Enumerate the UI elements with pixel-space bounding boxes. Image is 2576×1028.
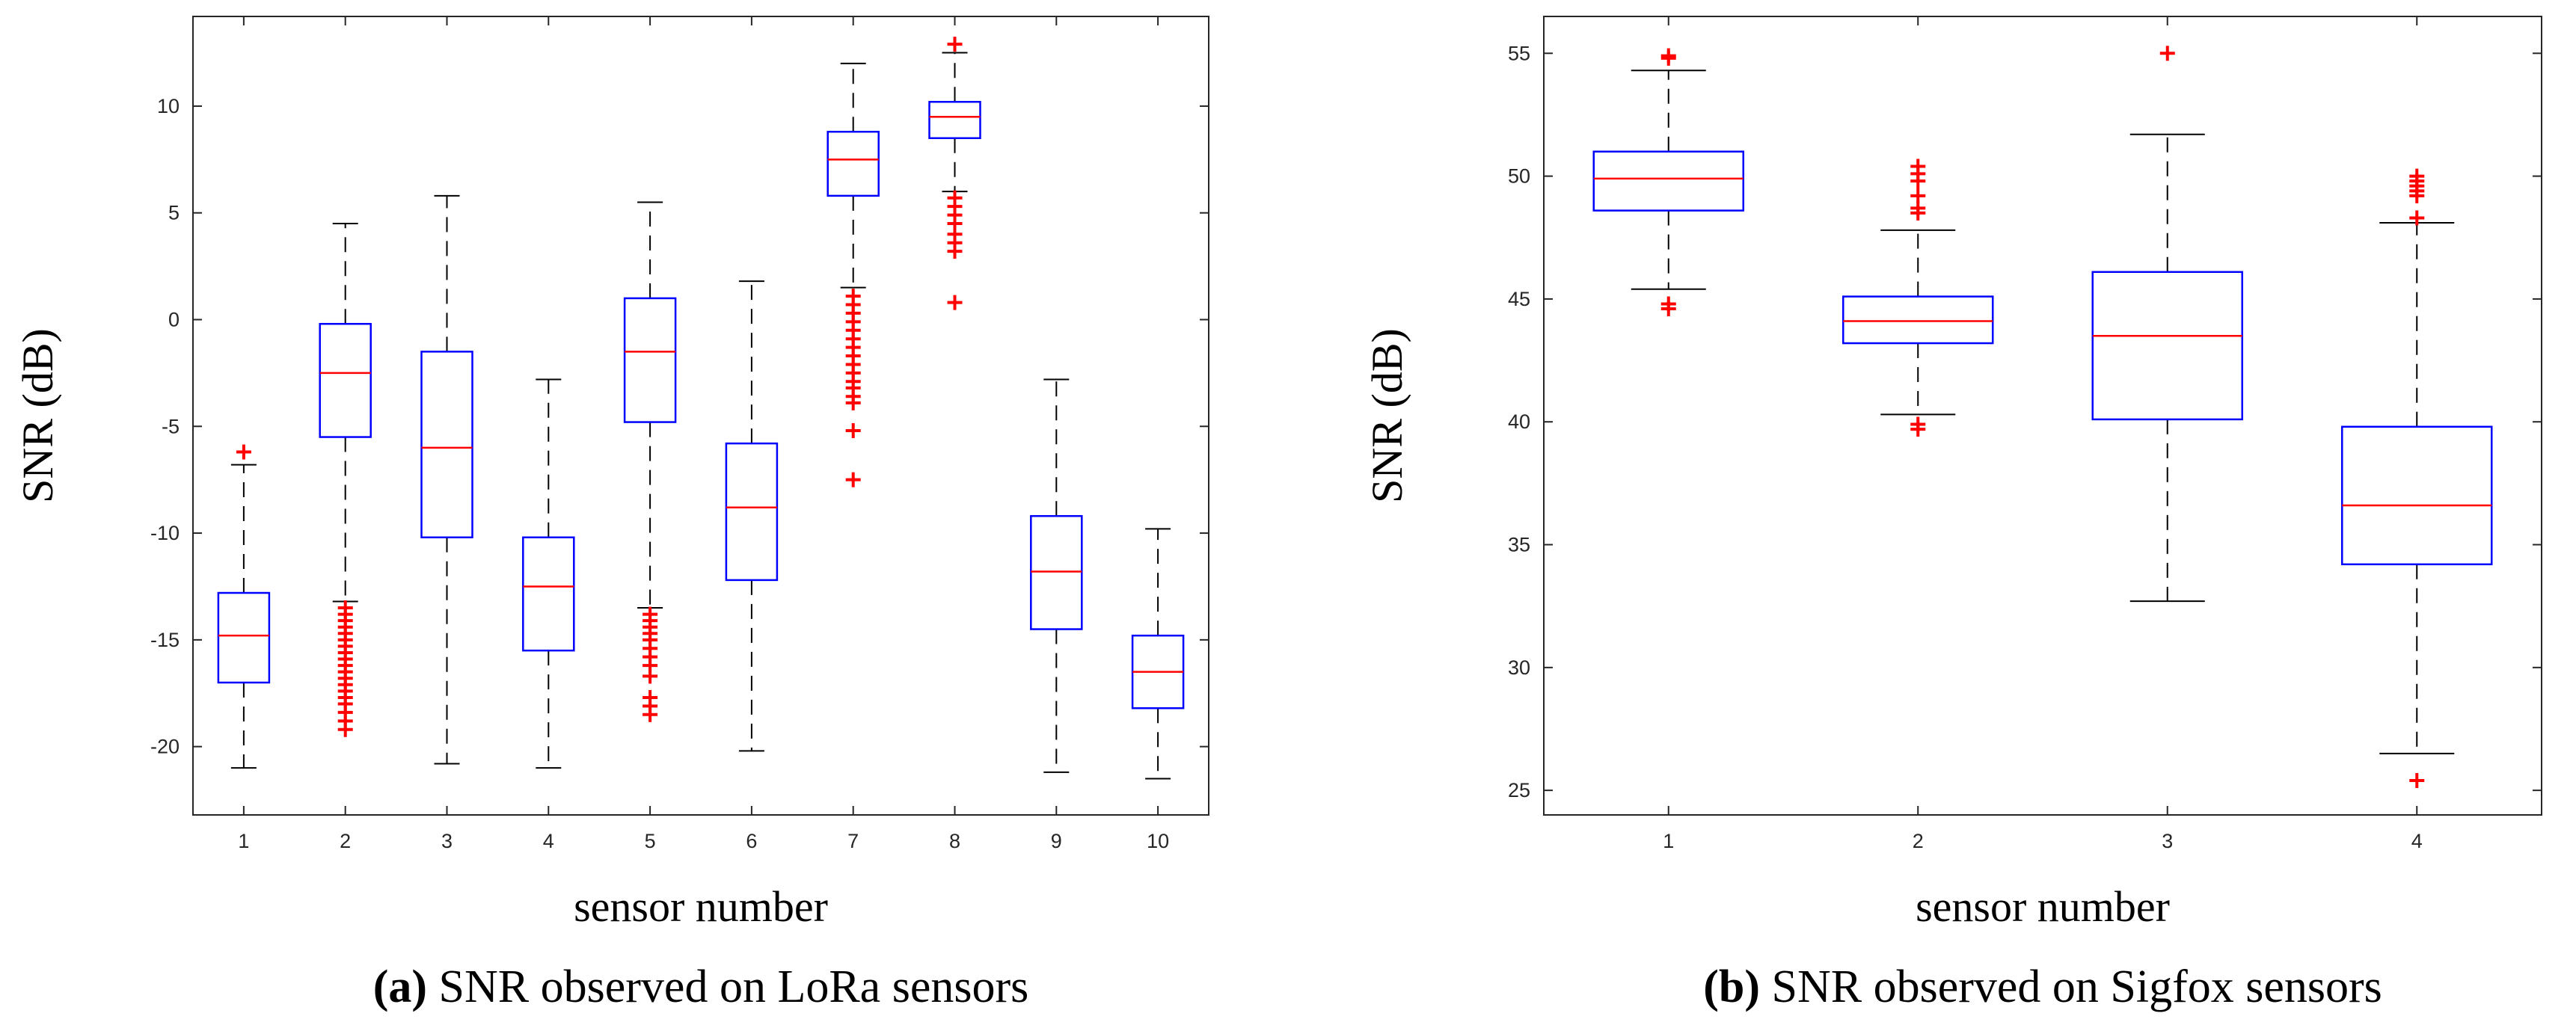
outlier-marker	[1910, 422, 1926, 437]
sensor-2-box-group	[319, 222, 372, 737]
y-tick-label: -5	[162, 415, 180, 437]
sensor-8-box-group	[928, 37, 981, 310]
outlier-marker	[1660, 301, 1676, 317]
iqr-box	[623, 297, 677, 423]
x-tick-label: 4	[543, 830, 554, 852]
iqr-box	[2091, 271, 2243, 421]
sensor-1-box-group	[217, 444, 271, 769]
sensor-4-box-group	[2341, 168, 2493, 788]
outlier-marker	[947, 37, 963, 52]
x-tick-label: 3	[2162, 830, 2173, 852]
x-tick-label: 9	[1051, 830, 1062, 852]
x-tick-label: 4	[2411, 830, 2423, 852]
outlier-marker	[2409, 168, 2425, 184]
iqr-box	[725, 442, 779, 582]
lora-boxplot-panel: -20 -15 -10 -5 0 5 10 1 2 3 4 5 6 7 8 9 10 SNR (dB) sensor…	[13, 16, 1209, 1012]
sensor-3-box-group	[2091, 46, 2243, 603]
outlier-marker	[643, 707, 658, 722]
iqr-box	[522, 536, 575, 652]
sensor-9-box-group	[1030, 378, 1083, 773]
outlier-marker	[2409, 772, 2425, 788]
outlier-marker	[2409, 210, 2425, 226]
outlier-marker	[1660, 48, 1676, 64]
y-tick-label: 25	[1508, 779, 1530, 801]
x-axis-label: sensor number	[1916, 882, 2170, 931]
x-tick-label: 5	[645, 830, 656, 852]
outlier-marker	[337, 721, 353, 737]
y-tick-label: -10	[150, 522, 180, 544]
iqr-box	[2341, 425, 2493, 566]
x-tick-label: 2	[1913, 830, 1924, 852]
iqr-box	[1030, 514, 1083, 630]
caption-tag: (b)	[1703, 961, 1760, 1012]
caption-text: SNR observed on LoRa sensors	[427, 961, 1028, 1012]
y-tick-label: -20	[150, 736, 180, 758]
x-tick-label: 6	[746, 830, 757, 852]
y-tick-label: 45	[1508, 288, 1530, 310]
x-tick-label: 3	[441, 830, 453, 852]
figure-caption: (b) SNR observed on Sigfox sensors	[1703, 961, 2382, 1012]
outlier-marker	[845, 422, 861, 438]
x-tick-label: 10	[1147, 830, 1169, 852]
y-tick-label: 35	[1508, 534, 1530, 556]
y-tick-label: 40	[1508, 410, 1530, 433]
sensor-1-box-group	[1592, 48, 1744, 317]
x-tick-label: 1	[238, 830, 249, 852]
iqr-box	[1842, 295, 1994, 345]
figure-caption: (a) SNR observed on LoRa sensors	[373, 961, 1029, 1012]
y-tick-label: 10	[157, 95, 180, 117]
outlier-marker	[947, 244, 963, 259]
caption-text: SNR observed on Sigfox sensors	[1760, 961, 2382, 1012]
sensor-3-box-group	[420, 194, 473, 765]
caption-tag: (a)	[373, 961, 427, 1012]
outlier-marker	[1910, 158, 1926, 174]
y-tick-label: 50	[1508, 165, 1530, 188]
iqr-box	[928, 100, 981, 140]
y-tick-label: 0	[168, 308, 180, 330]
outlier-marker	[236, 444, 251, 460]
y-tick-label: -15	[150, 629, 180, 651]
outlier-marker	[845, 472, 861, 487]
y-tick-label: 5	[168, 202, 180, 224]
sensor-2-box-group	[1842, 158, 1994, 437]
sensor-4-box-group	[522, 378, 575, 769]
sensor-7-box-group	[827, 62, 880, 487]
y-tick-label: 55	[1508, 42, 1530, 64]
outlier-marker	[845, 395, 861, 410]
axes-frame	[1543, 16, 2542, 816]
outlier-marker	[643, 668, 658, 684]
axes-frame	[192, 16, 1209, 816]
sensor-10-box-group	[1131, 528, 1185, 780]
iqr-box	[1592, 150, 1744, 212]
iqr-box	[217, 591, 271, 684]
y-axis-label: SNR (dB)	[1363, 328, 1411, 503]
sigfox-boxplot-panel: 25 30 35 40 45 50 55 1 2 3 4 SNR (dB) sensor number (…	[1363, 16, 2542, 1012]
sensor-6-box-group	[725, 280, 779, 752]
x-axis-label: sensor number	[574, 882, 828, 931]
sensor-5-box-group	[623, 201, 677, 722]
x-tick-label: 2	[340, 830, 351, 852]
iqr-box	[319, 322, 372, 438]
iqr-box	[420, 351, 473, 539]
outlier-marker	[2159, 46, 2175, 61]
x-tick-label: 7	[847, 830, 859, 852]
outlier-marker	[947, 295, 963, 310]
x-tick-label: 1	[1663, 830, 1674, 852]
x-tick-label: 8	[949, 830, 960, 852]
outlier-marker	[1910, 188, 1926, 203]
iqr-box	[827, 130, 880, 197]
y-axis-label: SNR (dB)	[13, 328, 62, 503]
y-tick-label: 30	[1508, 656, 1530, 679]
